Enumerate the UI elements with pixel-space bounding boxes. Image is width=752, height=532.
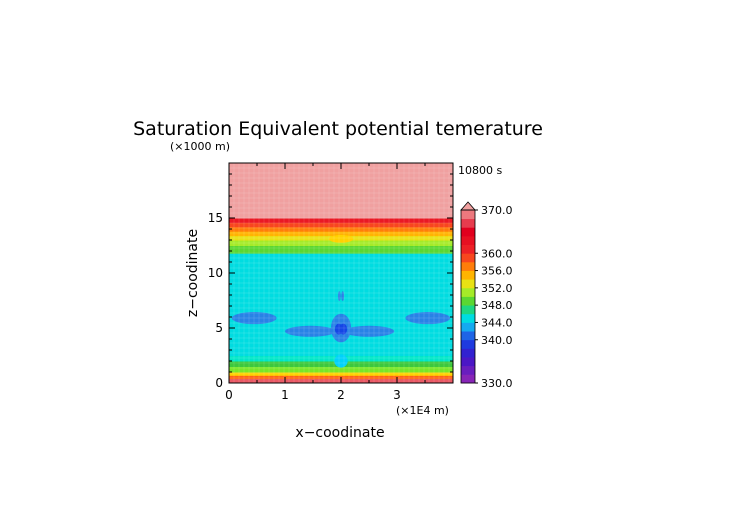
axes: 0 1 2 3 0 5 10 15 bbox=[208, 163, 453, 402]
contour-feature bbox=[337, 291, 341, 302]
contour-band bbox=[229, 245, 453, 254]
colorbar: 330.0 340.0 344.0 348.0 352.0 356.0 360.0 370.0 bbox=[460, 201, 513, 390]
x-tick-label: 1 bbox=[281, 388, 289, 402]
colorbar-band bbox=[461, 322, 475, 332]
x-tick-label: 2 bbox=[337, 388, 345, 402]
time-label: 10800 s bbox=[458, 164, 502, 177]
contour-fill bbox=[229, 163, 453, 384]
contour-band bbox=[229, 222, 453, 228]
x-axis-label: x−coodinate bbox=[295, 425, 384, 441]
colorbar-band bbox=[461, 313, 475, 323]
colorbar-tick-label: 360.0 bbox=[481, 247, 513, 260]
colorbar-frame bbox=[460, 209, 476, 384]
contour-feature bbox=[341, 291, 345, 302]
colorbar-tick-label: 356.0 bbox=[481, 265, 513, 278]
contour-feature bbox=[405, 312, 451, 325]
x-unit-label: (×1E4 m) bbox=[396, 404, 449, 417]
contour-band bbox=[229, 226, 453, 232]
x-tick-label: 3 bbox=[393, 388, 401, 402]
contour-feature bbox=[231, 312, 277, 325]
contour-band bbox=[229, 240, 453, 246]
colorbar-tick-label: 370.0 bbox=[481, 204, 513, 217]
contour-feature bbox=[334, 354, 348, 368]
colorbar-band bbox=[461, 235, 475, 245]
colorbar-band bbox=[461, 339, 475, 349]
colorbar-band bbox=[461, 227, 475, 237]
colorbar-band bbox=[461, 305, 475, 315]
contour-band bbox=[229, 366, 453, 373]
contour-band bbox=[229, 231, 453, 237]
colorbar-band bbox=[461, 374, 475, 384]
colorbar-band bbox=[461, 296, 475, 306]
contour-feature bbox=[328, 235, 354, 243]
contour-band bbox=[229, 372, 453, 376]
colorbar-band bbox=[461, 365, 475, 375]
contour-feature bbox=[285, 325, 336, 337]
contour-band bbox=[229, 163, 453, 219]
colorbar-band bbox=[461, 279, 475, 289]
chart-title: Saturation Equivalent potential temeratu… bbox=[133, 118, 543, 140]
colorbar-band bbox=[461, 261, 475, 271]
colorbar-band bbox=[461, 357, 475, 367]
colorbar-band bbox=[461, 348, 475, 358]
y-axis-label: z−coodinate bbox=[185, 229, 201, 317]
colorbar-band bbox=[461, 270, 475, 280]
colorbar-band bbox=[461, 218, 475, 228]
colorbar-tick-label: 330.0 bbox=[481, 377, 513, 390]
colorbar-overflow-triangle bbox=[460, 201, 476, 211]
y-tick-label: 5 bbox=[215, 321, 223, 335]
colorbar-band bbox=[461, 244, 475, 254]
contour-band bbox=[229, 218, 453, 223]
colorbar-tick-label: 352.0 bbox=[481, 282, 513, 295]
x-tick-label: 0 bbox=[225, 388, 233, 402]
contour-feature bbox=[339, 323, 348, 335]
colorbar-band bbox=[461, 331, 475, 341]
y-tick-label: 10 bbox=[208, 266, 223, 280]
colorbar-band bbox=[461, 253, 475, 263]
y-unit-label: (×1000 m) bbox=[170, 140, 230, 153]
colorbar-band bbox=[461, 287, 475, 297]
colorbar-band bbox=[461, 210, 475, 220]
colorbar-tick-label: 348.0 bbox=[481, 299, 513, 312]
y-tick-label: 0 bbox=[215, 376, 223, 390]
y-tick-label: 15 bbox=[208, 211, 223, 225]
colorbar-tick-label: 340.0 bbox=[481, 334, 513, 347]
contour-feature bbox=[343, 325, 395, 337]
colorbar-tick-label: 344.0 bbox=[481, 316, 513, 329]
